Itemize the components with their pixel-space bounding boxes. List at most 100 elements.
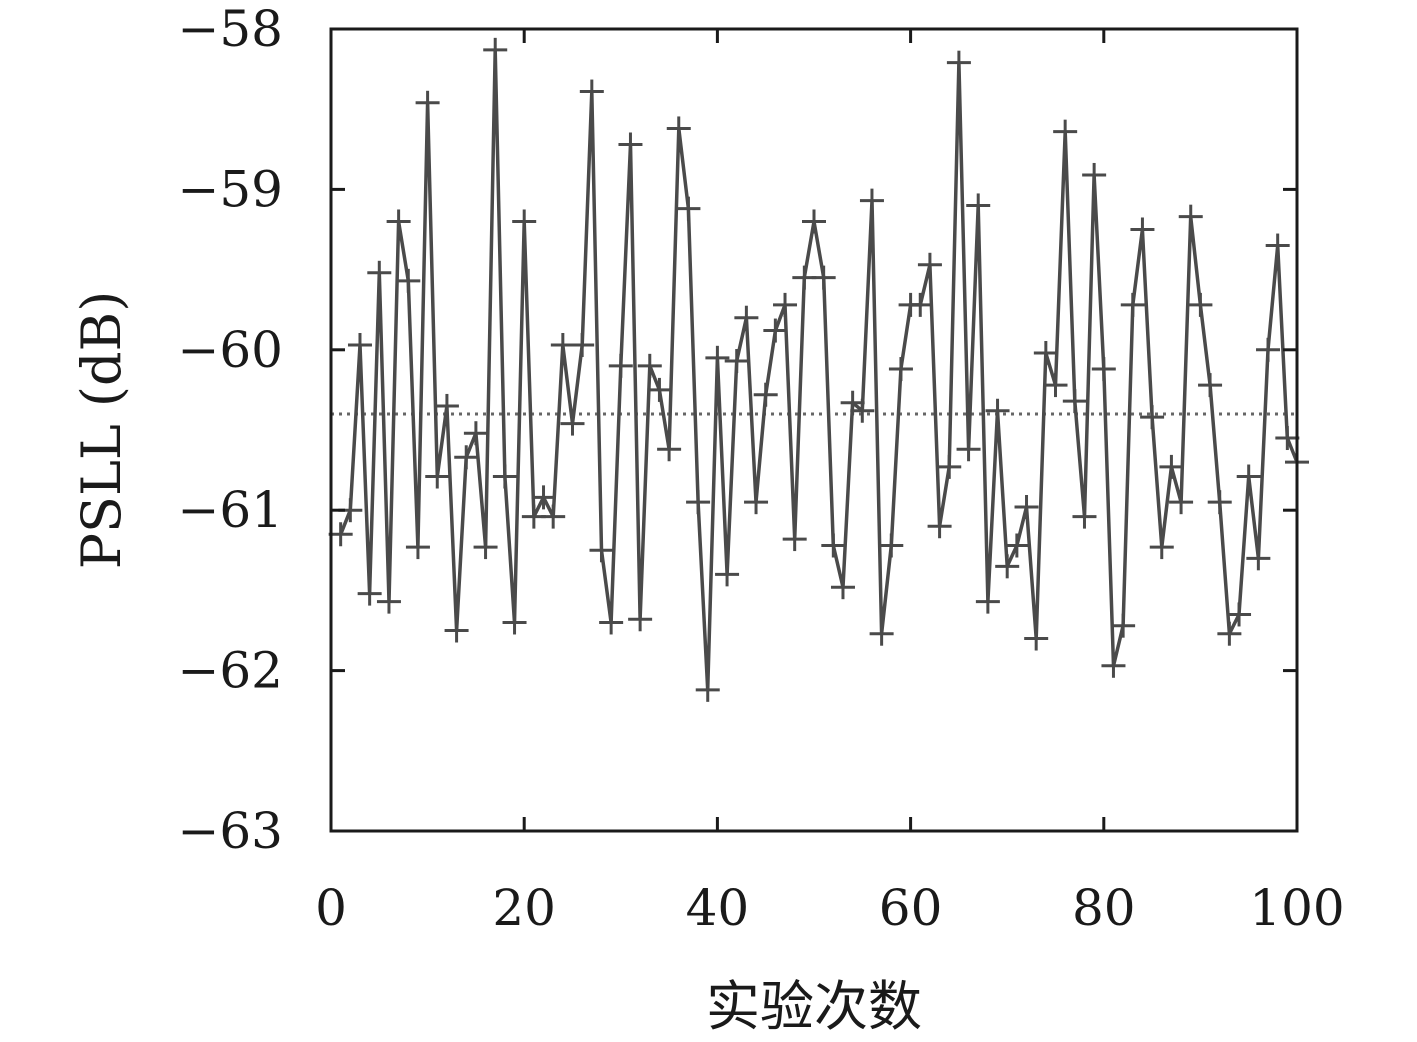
y-tick-label: −59 [177, 160, 283, 218]
data-point [1111, 613, 1136, 638]
data-point [744, 490, 769, 515]
data-point [328, 522, 353, 547]
data-point [647, 377, 672, 402]
data-point [589, 538, 614, 563]
data-point [531, 485, 556, 510]
data-point [396, 268, 421, 293]
data-point [570, 332, 595, 357]
data-point [657, 437, 682, 462]
data-point [1053, 119, 1078, 144]
data-point [386, 209, 411, 234]
x-tick-label: 60 [879, 879, 943, 937]
x-tick-label: 100 [1249, 879, 1344, 937]
y-tick-labels: −63 −62 −61 −60 −59 −58 [177, 0, 283, 860]
data-point [618, 132, 643, 157]
data-point [1246, 546, 1271, 571]
data-point [608, 353, 633, 378]
data-point [541, 504, 566, 529]
data-point [357, 581, 382, 606]
x-tick-label: 80 [1072, 879, 1136, 937]
data-point [425, 464, 450, 489]
data-point [1207, 490, 1232, 515]
data-point [1227, 602, 1252, 627]
data-point [1149, 535, 1174, 560]
data-point [888, 357, 913, 382]
data-point [715, 562, 740, 587]
x-tick-label: 40 [686, 879, 750, 937]
data-point [859, 188, 884, 213]
data-point [1159, 454, 1184, 479]
data-point [1043, 373, 1068, 398]
plot-frame [329, 27, 1299, 833]
y-tick-label: −60 [177, 321, 283, 379]
data-point [946, 50, 971, 75]
data-point [734, 305, 759, 330]
y-tick-label: −63 [177, 802, 283, 860]
data-point [1178, 204, 1203, 229]
data-point [405, 535, 430, 560]
data-point [773, 292, 798, 317]
data-point [1062, 389, 1087, 414]
series-layer [328, 37, 1309, 702]
data-point [753, 382, 778, 407]
data-point [1082, 162, 1107, 187]
data-point [724, 349, 749, 374]
data-point [483, 37, 508, 62]
data-point [985, 398, 1010, 423]
data-point [686, 490, 711, 515]
data-point [454, 445, 479, 470]
data-point [473, 535, 498, 560]
data-point [1236, 464, 1261, 489]
data-point [908, 292, 933, 317]
data-point [966, 193, 991, 218]
data-point [1024, 626, 1049, 651]
tick-layer [329, 27, 1299, 833]
data-point [879, 533, 904, 558]
y-axis-label: PSLL (dB) [70, 291, 133, 570]
y-tick-label: −58 [177, 0, 283, 58]
data-point [1091, 357, 1116, 382]
data-point [1265, 233, 1290, 258]
y-tick-label: −62 [177, 642, 283, 700]
data-point [1004, 533, 1029, 558]
data-point [637, 353, 662, 378]
data-point [1033, 341, 1058, 366]
data-point [676, 196, 701, 221]
x-tick-labels: 0 20 40 60 80 100 [315, 879, 1345, 937]
data-point [975, 589, 1000, 614]
data-point [927, 514, 952, 539]
data-point [869, 621, 894, 646]
data-point [463, 421, 488, 446]
x-tick-label: 0 [315, 879, 347, 937]
data-point [666, 116, 691, 141]
data-point [376, 589, 401, 614]
x-axis-label: 实验次数 [706, 975, 922, 1038]
data-point [956, 437, 981, 462]
data-point [1072, 504, 1097, 529]
data-point [695, 677, 720, 702]
y-tick-label: −61 [177, 481, 283, 539]
data-point [850, 398, 875, 423]
data-point [1130, 217, 1155, 242]
data-point [1140, 405, 1165, 430]
data-point [802, 209, 826, 234]
data-point [444, 618, 469, 643]
data-point [937, 454, 962, 479]
data-point [830, 575, 855, 600]
data-point [502, 610, 527, 635]
data-point [1217, 621, 1242, 646]
data-point [782, 527, 807, 552]
data-point [1169, 490, 1194, 515]
data-point [434, 393, 459, 418]
x-tick-label: 20 [492, 879, 556, 937]
data-point [821, 533, 846, 558]
data-point [1256, 337, 1281, 362]
data-point [1198, 373, 1223, 398]
data-point [763, 318, 788, 343]
series-line [339, 48, 1299, 692]
data-point [811, 265, 836, 290]
data-point [705, 345, 730, 370]
data-point [492, 464, 517, 489]
data-point [628, 607, 653, 632]
